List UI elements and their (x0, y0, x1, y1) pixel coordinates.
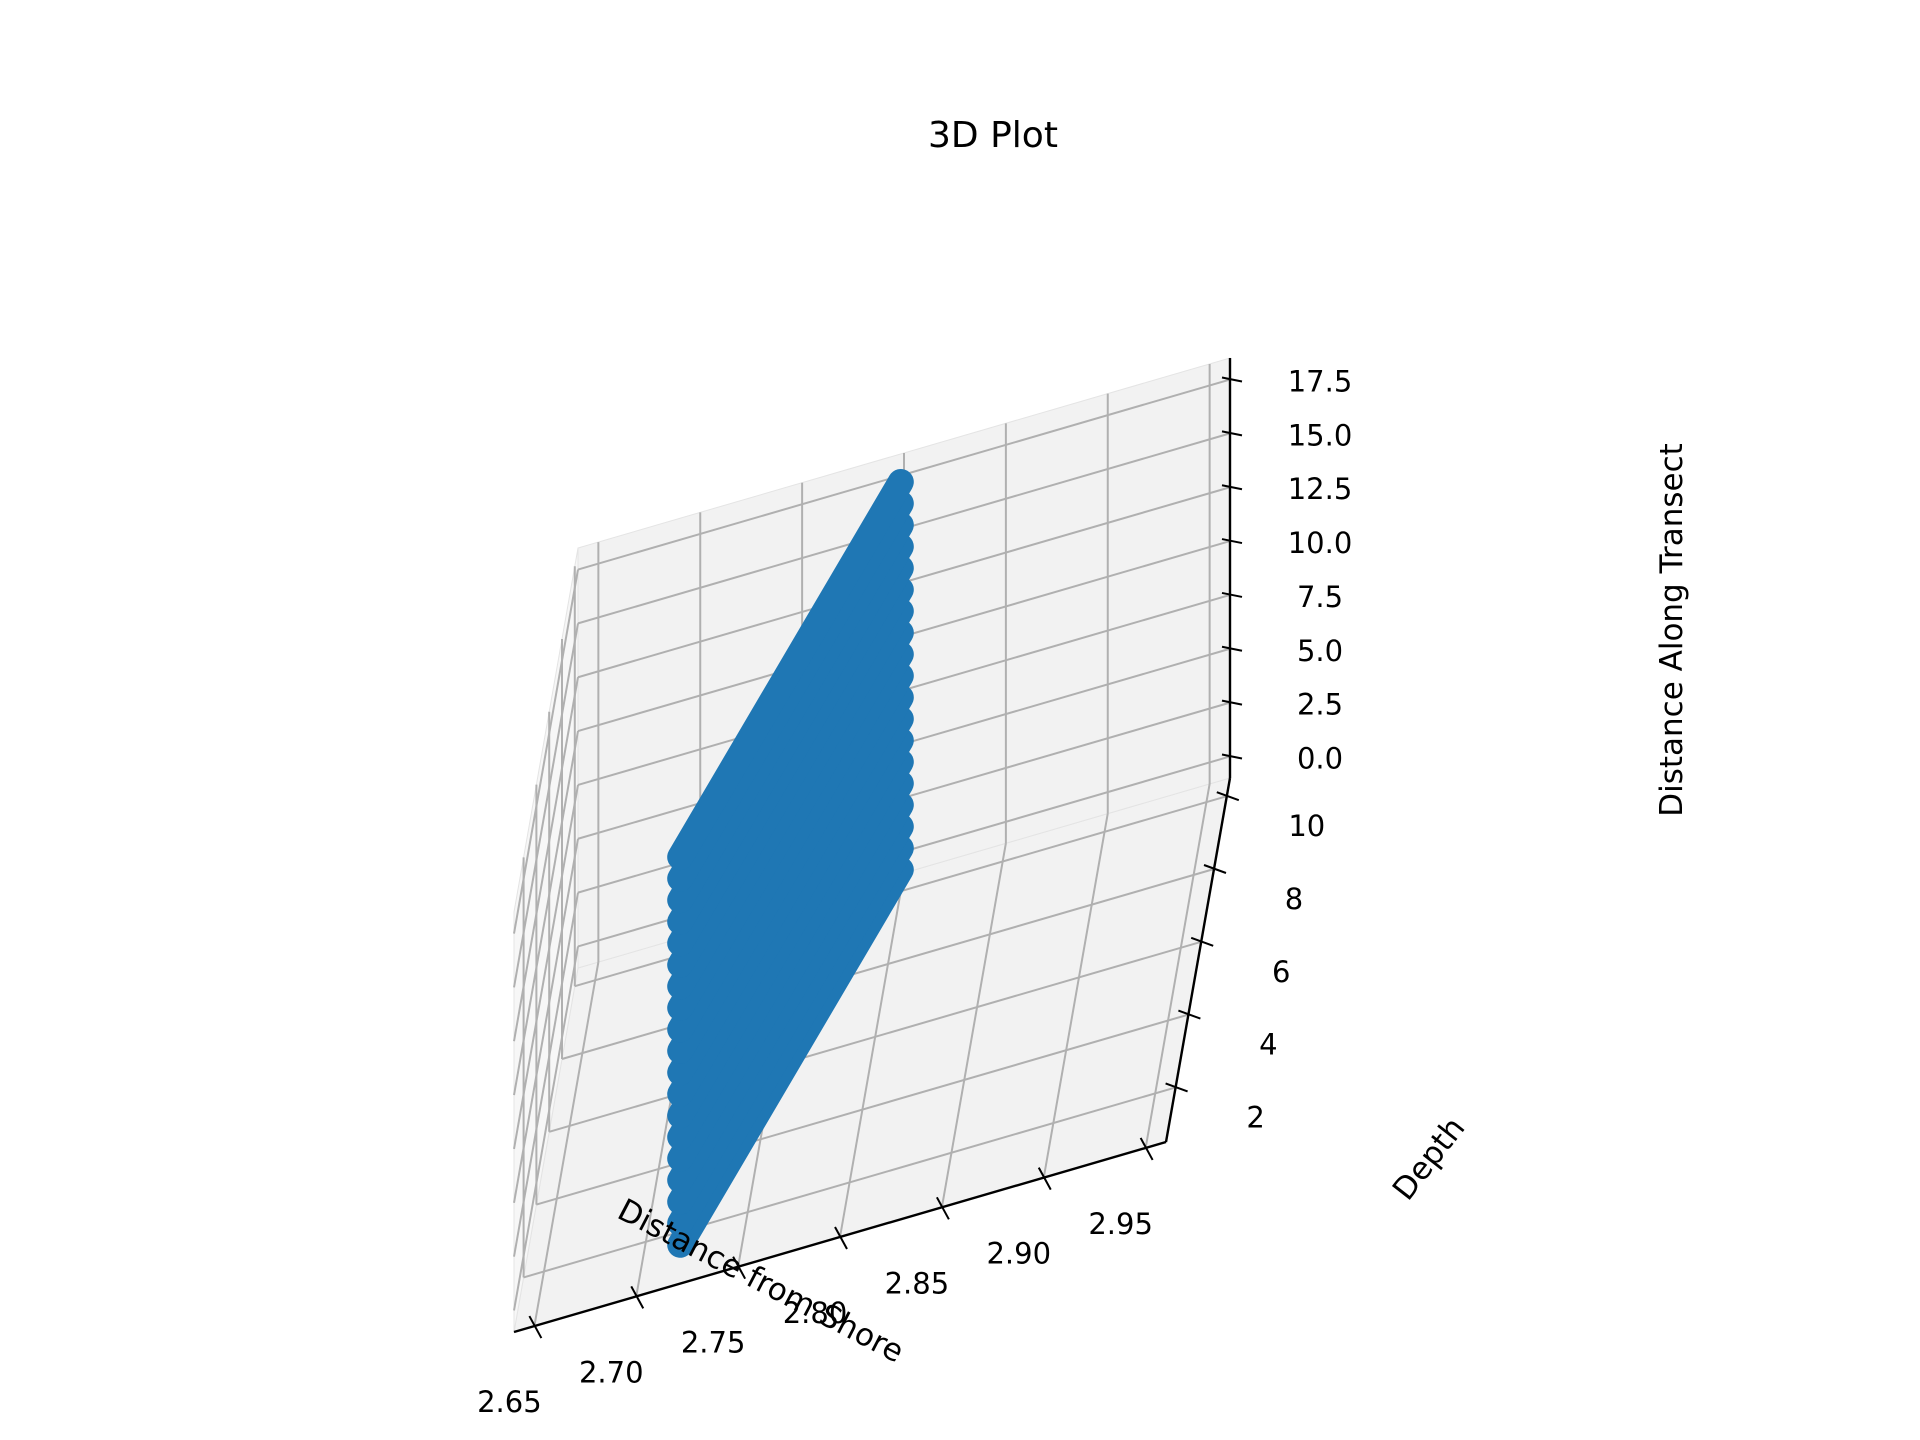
tick-labels: 2.65 2.70 2.75 2.80 2.85 2.90 2.95 2 4 6 8 10 0.0 2.5… (477, 365, 1352, 1420)
x-grid-floor (1144, 783, 1211, 1149)
y-tick-label: 8 (1285, 882, 1303, 916)
z-tick-label: 5.0 (1297, 634, 1343, 668)
z-grid-left (513, 784, 579, 1150)
z-tick-mark (1221, 645, 1243, 652)
z-tick-label: 15.0 (1288, 418, 1353, 452)
z-tick-label: 17.5 (1288, 365, 1353, 399)
x-grid-floor (1042, 813, 1109, 1178)
y-tick-label: 4 (1259, 1028, 1277, 1062)
x-tick-label: 2.85 (885, 1266, 950, 1300)
y-axis-title: Depth (1386, 1111, 1473, 1208)
z-tick-mark (1221, 484, 1243, 491)
x-tick-mark (834, 1226, 848, 1250)
z-axis-title: Distance Along Transect (1654, 443, 1690, 817)
y-tick-label: 6 (1272, 955, 1290, 989)
z-grid-left (513, 623, 579, 988)
z-grid-left (513, 677, 579, 1042)
z-tick-mark (1221, 699, 1243, 706)
z-tick-label: 12.5 (1288, 472, 1353, 506)
z-tick-mark (1221, 430, 1243, 437)
y-grid-floor (548, 940, 1202, 1133)
x-tick-label: 2.65 (477, 1385, 542, 1419)
x-tick-mark (528, 1315, 543, 1339)
chart-title: 3D Plot (928, 115, 1058, 156)
z-tick-label: 7.5 (1297, 580, 1343, 614)
x-tick-mark (1037, 1167, 1052, 1191)
x-grid-floor (940, 843, 1007, 1208)
x-tick-label: 2.70 (579, 1355, 644, 1389)
y-tick-mark (1190, 936, 1214, 947)
x-tick-label: 2.90 (986, 1237, 1051, 1271)
z-tick-label: 0.0 (1297, 741, 1343, 775)
z-tick-label: 2.5 (1297, 688, 1343, 722)
z-tick-mark (1221, 591, 1243, 598)
x-tick-label: 2.75 (681, 1326, 746, 1360)
x-tick-mark (935, 1196, 950, 1220)
z-grid-left (513, 569, 579, 934)
z-tick-mark (1221, 376, 1243, 383)
x-grid-floor (533, 961, 600, 1327)
y-grid-floor (523, 1086, 1176, 1279)
x-tick-mark (732, 1256, 747, 1280)
y-tick-mark (1178, 1009, 1201, 1020)
x-tick-label: 2.95 (1088, 1207, 1153, 1241)
axis-lines (513, 358, 1243, 1339)
x-tick-mark (1139, 1137, 1154, 1161)
y-grid-floor (536, 1013, 1189, 1206)
z-tick-label: 10.0 (1288, 526, 1353, 560)
z-tick-mark (1221, 538, 1243, 545)
y-axis-line (1164, 777, 1232, 1143)
y-tick-mark (1216, 791, 1240, 802)
z-grid-left (513, 946, 579, 1311)
y-tick-label: 10 (1288, 809, 1325, 843)
y-tick-mark (1203, 864, 1227, 874)
z-grid-left (513, 838, 579, 1203)
data-line (667, 469, 914, 871)
y-tick-label: 2 (1246, 1100, 1264, 1134)
x-tick-mark (630, 1285, 645, 1309)
z-grid-left (513, 730, 579, 1096)
x-tick-label: 2.80 (783, 1296, 848, 1330)
data-series (667, 469, 914, 1258)
z-grid-left (513, 892, 579, 1257)
y-tick-mark (1165, 1082, 1188, 1093)
z-tick-mark (1221, 753, 1243, 760)
x-grid-floor (839, 872, 905, 1238)
